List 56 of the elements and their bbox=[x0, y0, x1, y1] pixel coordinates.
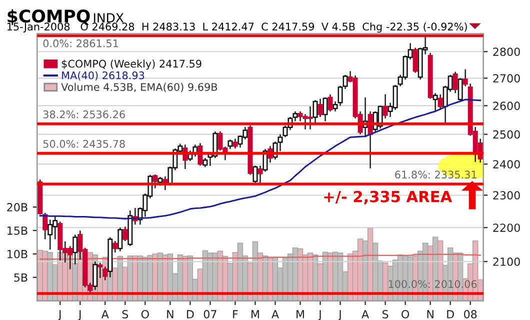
x-tick-label: 08 bbox=[464, 310, 477, 318]
y-tick-label: 2800 bbox=[493, 48, 520, 56]
y-tick-label: 2100 bbox=[493, 258, 520, 266]
x-tick-label: F bbox=[233, 310, 238, 318]
y2-tick-label: 20B bbox=[7, 203, 28, 212]
candlestick bbox=[438, 94, 443, 111]
candlestick bbox=[228, 138, 233, 150]
candlestick bbox=[382, 94, 388, 120]
candlestick bbox=[232, 138, 238, 150]
y-tick-label: 2200 bbox=[493, 224, 520, 232]
y-tick-label: 2400 bbox=[493, 160, 520, 168]
x-tick-label: O bbox=[402, 310, 410, 318]
candlestick bbox=[42, 212, 48, 240]
x-tick-label: A bbox=[362, 310, 369, 318]
x-tick-label: N bbox=[167, 310, 174, 318]
ref-line-label: 0.0%: 2861.51 bbox=[43, 39, 118, 48]
candlestick bbox=[122, 226, 128, 242]
x-tick-label: N bbox=[427, 310, 434, 318]
candlestick bbox=[432, 92, 438, 112]
x-tick-label: D bbox=[447, 310, 454, 318]
candlestick bbox=[118, 226, 123, 252]
y2-tick-label: 5B bbox=[14, 273, 28, 282]
candlestick bbox=[318, 98, 323, 118]
y-tick-label: 2300 bbox=[493, 191, 520, 200]
x-tick-label: J bbox=[58, 310, 61, 320]
x-tick-label: D bbox=[187, 310, 194, 318]
legend-label: $COMPQ (Weekly) 2417.59 bbox=[62, 60, 202, 70]
candlestick bbox=[312, 99, 318, 124]
annotation: +/- 2,335 AREA bbox=[324, 190, 452, 204]
text: INDX bbox=[94, 13, 124, 22]
y-tick-label: 2600 bbox=[493, 102, 520, 110]
x-tick-label: O bbox=[141, 310, 149, 318]
x-tick-label: S bbox=[382, 310, 388, 318]
y-tick-label: 2500 bbox=[493, 130, 520, 139]
ref-line-label: 50.0%: 2435.78 bbox=[43, 140, 125, 148]
y2-tick-label: 10B bbox=[8, 250, 28, 258]
candlestick bbox=[412, 47, 418, 74]
x-tick-label: M bbox=[296, 310, 304, 318]
x-tick-label: A bbox=[101, 310, 109, 318]
candlestick bbox=[322, 96, 328, 122]
y-tick-label: 2700 bbox=[493, 74, 520, 83]
y2-tick-label: 15B bbox=[8, 226, 28, 235]
chart-title: $COMPQ bbox=[8, 9, 90, 25]
candlestick bbox=[112, 240, 118, 254]
x-tick-label: J bbox=[318, 310, 321, 320]
legend-label: Volume 4.53B, EMA(60) 9.69B bbox=[61, 82, 218, 92]
x-tick-label: 07 bbox=[204, 310, 216, 318]
legend-label: MA(40) 2618.93 bbox=[62, 71, 144, 81]
candlestick bbox=[328, 94, 333, 112]
x-tick-label: S bbox=[122, 310, 128, 318]
x-tick-label: J bbox=[338, 310, 341, 320]
x-tick-label: A bbox=[272, 310, 279, 318]
x-tick-label: J bbox=[78, 310, 81, 320]
ref-line-label: 100.0%: 2010.06 bbox=[388, 280, 477, 288]
ref-line-label: 38.2%: 2536.26 bbox=[43, 110, 125, 118]
x-tick-label: M bbox=[252, 310, 259, 318]
